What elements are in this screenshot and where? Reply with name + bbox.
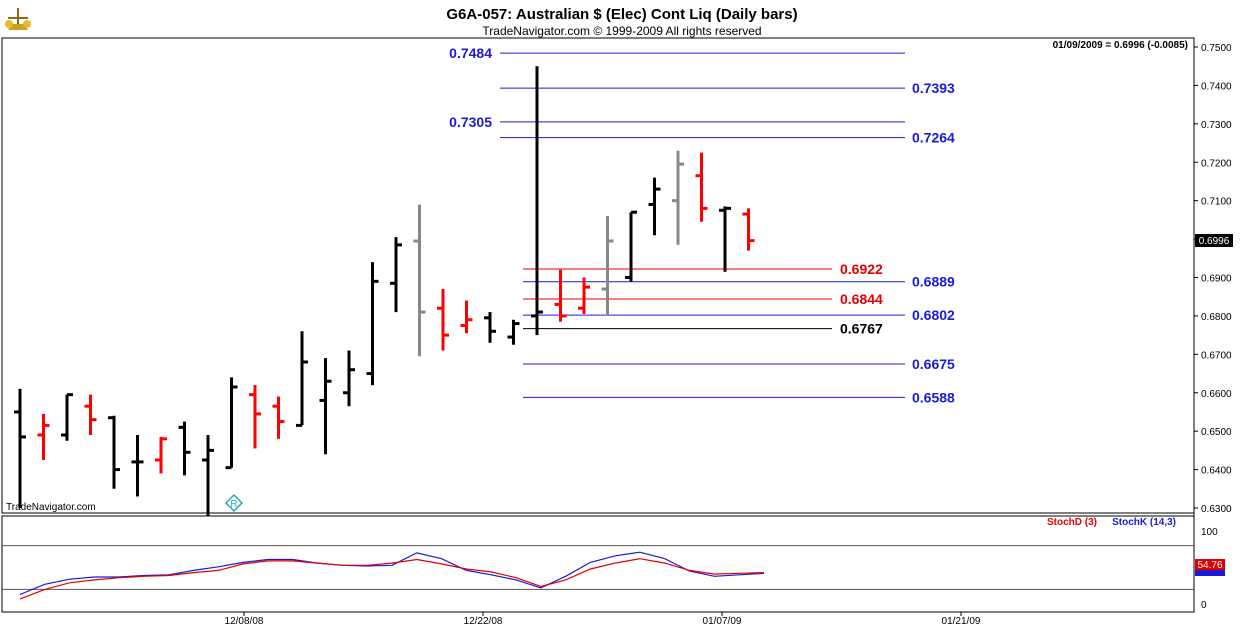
- stochD-line: [19, 558, 765, 600]
- ohlc-bar: [37, 413, 50, 460]
- ohlc-bar: [460, 300, 473, 334]
- ohlc-bar: [343, 350, 355, 407]
- ohlc-bar: [648, 177, 661, 236]
- ohlc-bar: [155, 436, 167, 474]
- stoch-tick-label: 100: [1201, 527, 1218, 538]
- ohlc-bar: [84, 394, 97, 436]
- ohlc-bar: [413, 204, 426, 357]
- app-logo: [5, 8, 31, 30]
- date-tick-label: 01/07/09: [703, 616, 742, 627]
- current-readout: 01/09/2009 = 0.6996 (-0.0085): [1053, 40, 1188, 51]
- ohlc-bar: [554, 269, 567, 322]
- price-tick-label: 0.6400: [1201, 466, 1232, 477]
- price-tick-label: 0.6600: [1201, 389, 1232, 400]
- price-tick-label: 0.6700: [1201, 350, 1232, 361]
- ohlc-bar: [131, 435, 144, 497]
- price-tick-label: 0.6300: [1201, 504, 1232, 515]
- ohlc-bar: [272, 396, 285, 439]
- price-tick-label: 0.7500: [1201, 43, 1232, 54]
- level-label: 0.7305: [449, 114, 492, 130]
- ohlc-bar: [742, 208, 755, 251]
- price-tick-label: 0.6500: [1201, 427, 1232, 438]
- date-tick-label: 12/08/08: [225, 616, 264, 627]
- stoch-tag: 54.76: [1195, 559, 1225, 576]
- levels-layer: 0.7484 0.7393 0.7305 0.7264 0.6922 0.6889 0.68…: [449, 45, 955, 405]
- stoch-tick-label: 0: [1201, 600, 1207, 611]
- date-axis: 12/08/08 12/22/08 01/07/09 01/21/09: [225, 612, 981, 627]
- ohlc-bar: [319, 358, 332, 455]
- ohlc-bar: [296, 331, 308, 427]
- stoch-tag-k-bg: [1195, 570, 1225, 576]
- last-price-tag-text: 0.6996: [1199, 236, 1230, 247]
- ohlc-bar: [507, 319, 520, 345]
- date-tick-label: 12/22/08: [464, 616, 503, 627]
- ohlc-bar: [225, 377, 238, 470]
- ohlc-bar: [625, 210, 637, 282]
- legend-stochD: StochD (3): [1047, 517, 1097, 528]
- price-tick-label: 0.6900: [1201, 274, 1232, 285]
- ohlc-bar: [484, 312, 496, 343]
- logo-pan-left-icon: [5, 20, 13, 28]
- logo-pan-right-icon: [23, 20, 31, 28]
- ohlc-bar: [178, 421, 191, 476]
- ohlc-bar: [366, 262, 379, 386]
- chart-subtitle: TradeNavigator.com © 1999-2009 All right…: [482, 24, 761, 38]
- logo-base-icon: [8, 24, 28, 30]
- price-tick-label: 0.7300: [1201, 120, 1232, 131]
- stoch-tag-bg: [1195, 559, 1225, 570]
- level-label: 0.6889: [912, 274, 955, 290]
- r-marker-icon: R: [224, 493, 244, 513]
- level-label: 0.6588: [912, 389, 955, 405]
- last-price-tag: 0.6996: [1195, 234, 1233, 247]
- date-tick-label: 01/21/09: [942, 616, 981, 627]
- level-label: 0.6802: [912, 307, 955, 323]
- ohlc-bar: [14, 388, 26, 508]
- ohlc-bar: [672, 150, 684, 245]
- price-tick-label: 0.7100: [1201, 197, 1232, 208]
- last-price-tag-bg: [1195, 234, 1233, 247]
- ohlc-bar: [202, 435, 214, 516]
- ohlc-bar: [61, 393, 73, 441]
- ohlc-bar: [108, 415, 120, 489]
- r-marker-diamond-icon: [224, 493, 244, 513]
- level-label: 0.7484: [449, 45, 492, 61]
- stochK-line: [19, 551, 765, 596]
- ohlc-bar: [390, 237, 402, 313]
- ohlc-bar: [719, 206, 731, 272]
- level-label: 0.6675: [912, 356, 955, 372]
- watermark: TradeNavigator.com: [6, 502, 96, 513]
- level-label: 0.7393: [912, 80, 955, 96]
- r-marker-letter-icon: R: [230, 499, 237, 510]
- ohlc-bar: [531, 66, 543, 336]
- ohlc-bar: [695, 152, 708, 222]
- level-label: 0.7264: [912, 130, 955, 146]
- price-tick-label: 0.7400: [1201, 81, 1232, 92]
- logo-scale-icon: [8, 8, 28, 24]
- level-label: 0.6767: [840, 321, 883, 337]
- price-tick-label: 0.7200: [1201, 158, 1232, 169]
- ohlc-bar: [578, 277, 590, 314]
- legend-stochK: StochK (14,3): [1112, 517, 1176, 528]
- ohlc-bar: [437, 289, 449, 351]
- ohlc-bar: [249, 385, 261, 449]
- level-label: 0.6922: [840, 261, 883, 277]
- price-tick-label: 0.6800: [1201, 312, 1232, 323]
- bars-layer: [14, 66, 755, 516]
- stoch-tag-text: 54.76: [1197, 560, 1222, 571]
- level-label: 0.6844: [840, 291, 883, 307]
- ohlc-bar: [601, 216, 614, 316]
- chart-title: G6A-057: Australian $ (Elec) Cont Liq (D…: [446, 6, 797, 23]
